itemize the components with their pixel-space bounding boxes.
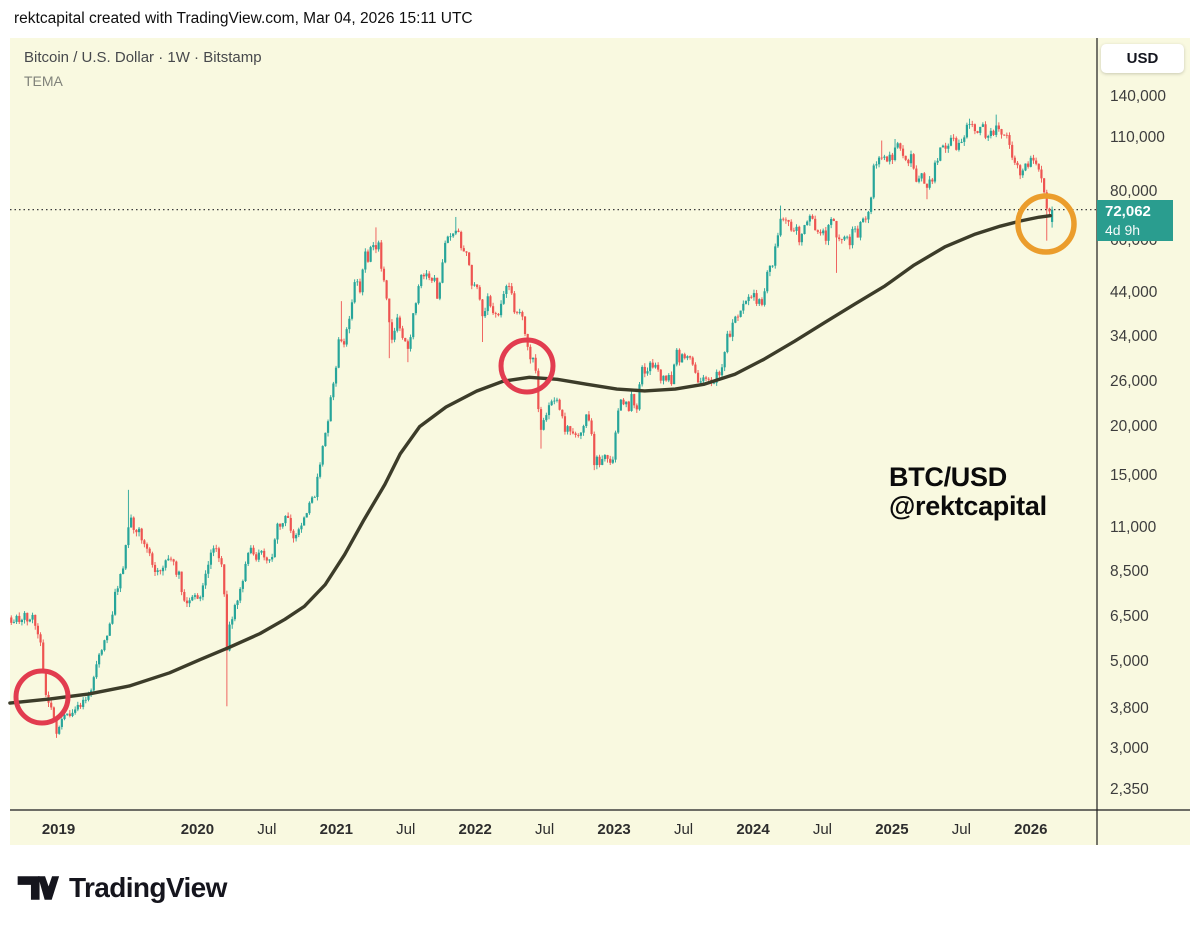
chart-watermark: BTC/USD @rektcapital xyxy=(889,463,1047,521)
price-axis-label: 20,000 xyxy=(1110,417,1158,435)
time-axis-label: 2021 xyxy=(319,821,353,838)
currency-toggle-button[interactable]: USD xyxy=(1101,44,1184,73)
time-axis-label: Jul xyxy=(396,821,416,838)
current-price-badge: 72,062 4d 9h xyxy=(1097,199,1173,241)
time-axis-label: 2019 xyxy=(41,821,76,838)
annotation-circle xyxy=(498,337,556,395)
time-axis-label: Jul xyxy=(535,821,555,838)
time-axis-label: 2020 xyxy=(180,821,215,838)
candle-countdown: 4d 9h xyxy=(1105,221,1141,238)
watermark-symbol: BTC/USD xyxy=(889,462,1007,492)
price-axis-label: 44,000 xyxy=(1110,284,1158,302)
price-axis-label: 8,500 xyxy=(1110,563,1149,580)
price-axis-label: 6,500 xyxy=(1110,608,1149,626)
price-axis-label: 34,000 xyxy=(1110,327,1158,345)
time-axis-label: Jul xyxy=(812,821,833,838)
time-axis-label: 2025 xyxy=(875,821,909,838)
price-axis-label: 3,800 xyxy=(1110,699,1149,717)
time-axis-label: 2024 xyxy=(736,821,770,838)
tema-line xyxy=(8,214,1052,705)
tradingview-logo-icon xyxy=(17,876,60,900)
tradingview-logo-text: TradingView xyxy=(69,872,227,903)
price-axis-label: 80,000 xyxy=(1110,182,1158,200)
current-price-value: 72,062 xyxy=(1105,202,1151,220)
time-axis-label: 2026 xyxy=(1014,821,1048,838)
annotation-circle xyxy=(13,668,71,726)
price-axis-label: 5,000 xyxy=(1110,652,1149,670)
price-axis-label: 15,000 xyxy=(1110,466,1158,484)
price-axis-label: 2,350 xyxy=(1110,780,1149,798)
candles xyxy=(10,114,1054,738)
price-axis-label: 11,000 xyxy=(1110,519,1157,537)
symbol-title: Bitcoin / U.S. Dollar · 1W · Bitstamp xyxy=(24,49,262,66)
annotation-circle xyxy=(1015,193,1077,255)
price-axis-label: 110,000 xyxy=(1110,128,1165,146)
chart-panel xyxy=(10,38,1190,845)
time-axis-label: Jul xyxy=(951,821,971,838)
time-axis-label: 2023 xyxy=(597,821,631,838)
time-axis-label: 2022 xyxy=(458,821,492,838)
indicator-label: TEMA xyxy=(24,73,63,89)
attribution-bar: rektcapital created with TradingView.com… xyxy=(14,10,473,27)
tradingview-branding[interactable]: TradingView xyxy=(16,866,227,910)
watermark-handle: @rektcapital xyxy=(889,491,1047,521)
price-axis-label: 26,000 xyxy=(1110,373,1158,391)
time-axis-label: Jul xyxy=(673,821,694,838)
time-axis-label: Jul xyxy=(257,821,277,838)
price-axis-label: 3,000 xyxy=(1110,739,1149,757)
highlight-circles xyxy=(13,193,1077,726)
price-axis-label: 140,000 xyxy=(1110,88,1167,105)
